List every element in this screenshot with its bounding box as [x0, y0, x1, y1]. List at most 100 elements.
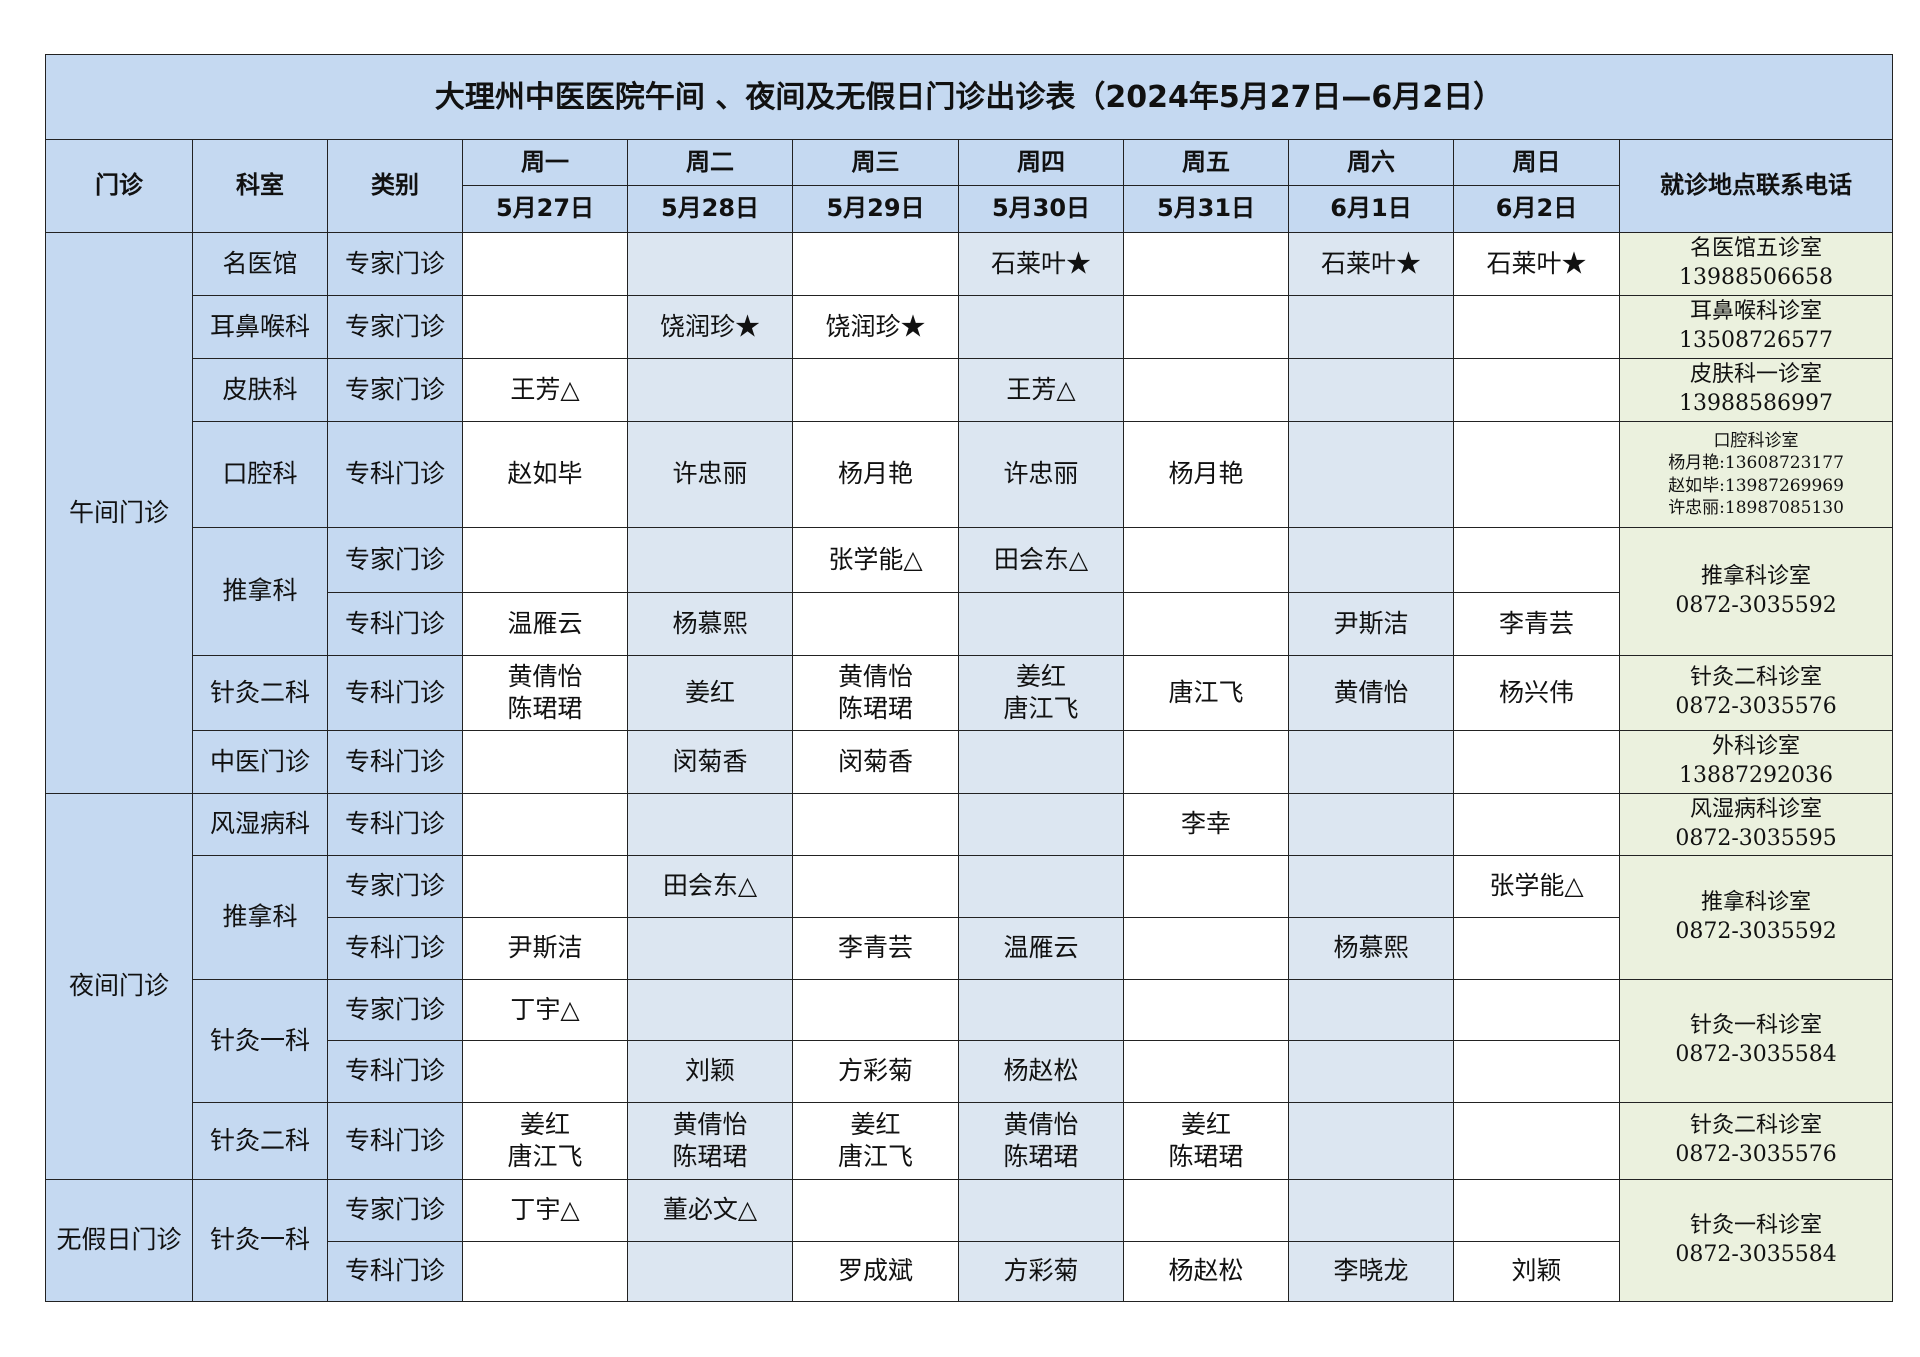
- doctor-cell: 杨赵松: [958, 1040, 1124, 1103]
- doctor-cell: 黄倩怡 陈珺珺: [792, 655, 959, 731]
- doctor-cell: 姜红 唐江飞: [792, 1102, 959, 1180]
- doctor-cell: 许忠丽: [958, 421, 1124, 528]
- doctor-cell: [792, 232, 959, 296]
- doctor-cell: [1453, 527, 1620, 593]
- dept-cell: 中医门诊: [192, 730, 328, 794]
- doctor-cell: [958, 1179, 1124, 1242]
- dept-cell: 口腔科: [192, 421, 328, 528]
- doctor-cell: [792, 979, 959, 1041]
- doctor-cell: [1288, 1102, 1454, 1180]
- table-title: 大理州中医医院午间 、夜间及无假日门诊出诊表（2024年5月27日—6月2日）: [44, 54, 1894, 140]
- table-row: 专科门诊 刘颖 方彩菊 杨赵松: [46, 1040, 1893, 1103]
- contact-cell: 针灸一科诊室 0872-3035584: [1618, 979, 1894, 1103]
- doctor-cell: [1123, 232, 1289, 296]
- doctor-cell: 石莱叶★: [1453, 232, 1620, 296]
- header-date: 5月31日: [1123, 185, 1289, 233]
- doctor-cell: 董必文△: [627, 1179, 793, 1242]
- doctor-cell: [958, 855, 1124, 918]
- doctor-cell: 李青芸: [792, 917, 959, 980]
- doctor-cell: 温雁云: [958, 917, 1124, 980]
- header-weekday: 周一: [462, 139, 628, 186]
- doctor-cell: [958, 979, 1124, 1041]
- type-cell: 专家门诊: [327, 979, 463, 1041]
- doctor-cell: 杨赵松: [1123, 1241, 1289, 1302]
- doctor-cell: 杨月艳: [1123, 421, 1289, 528]
- contact-cell: 推拿科诊室 0872-3035592: [1618, 855, 1894, 980]
- doctor-cell: [462, 1241, 628, 1302]
- doctor-cell: [1453, 1102, 1620, 1180]
- doctor-cell: [462, 1040, 628, 1103]
- doctor-cell: 黄倩怡: [1288, 655, 1454, 731]
- doctor-cell: [1453, 1179, 1620, 1242]
- doctor-cell: 黄倩怡 陈珺珺: [462, 655, 628, 731]
- table-row: 午间门诊 名医馆 专家门诊 石莱叶★ 石莱叶★ 石莱叶★ 名医馆五诊室 1398850665…: [45, 232, 1894, 794]
- doctor-cell: 杨慕熙: [627, 592, 793, 656]
- type-cell: 专家门诊: [327, 855, 463, 918]
- type-cell: 专家门诊: [327, 1179, 463, 1242]
- doctor-cell: 闵菊香: [792, 730, 959, 794]
- doctor-cell: [1123, 592, 1289, 656]
- header-clinic: 门诊: [45, 139, 193, 233]
- doctor-cell: 石莱叶★: [1288, 232, 1454, 296]
- clinic-section-cell: 无假日门诊: [45, 1179, 193, 1302]
- doctor-cell: 刘颖: [627, 1040, 793, 1103]
- doctor-cell: 许忠丽: [627, 421, 793, 528]
- doctor-cell: [792, 358, 959, 422]
- doctor-cell: 黄倩怡 陈珺珺: [958, 1102, 1124, 1180]
- doctor-cell: [627, 979, 793, 1041]
- table-row: 专科门诊 尹斯洁 李青芸 温雁云 杨慕熙: [46, 917, 1893, 980]
- doctor-cell: [627, 232, 793, 296]
- doctor-cell: [792, 592, 959, 656]
- table-row: 推拿科 专家门诊 张学能△ 田会东△ 推拿科诊室 0872-3035592: [46, 527, 1894, 656]
- table-row: 中医门诊 专科门诊 闵菊香 闵菊香 外科诊室 13887292036: [46, 730, 1894, 794]
- doctor-cell: 姜红: [627, 655, 793, 731]
- doctor-cell: 田会东△: [627, 855, 793, 918]
- doctor-cell: 李青芸: [1453, 592, 1620, 656]
- doctor-cell: 赵如毕: [462, 421, 628, 528]
- doctor-cell: 石莱叶★: [958, 232, 1124, 296]
- type-cell: 专科门诊: [327, 730, 463, 794]
- doctor-cell: 丁宇△: [462, 979, 628, 1041]
- contact-cell: 针灸二科诊室 0872-3035576: [1618, 1102, 1894, 1180]
- doctor-cell: [1453, 421, 1620, 528]
- table-row: 推拿科 专家门诊 田会东△ 张学能△ 推拿科诊室 0872-3035592: [46, 855, 1894, 980]
- header-date: 5月30日: [958, 185, 1124, 233]
- doctor-cell: 饶润珍★: [627, 295, 793, 359]
- dept-cell: 风湿病科: [192, 793, 328, 856]
- doctor-cell: [462, 232, 628, 296]
- doctor-cell: 方彩菊: [958, 1241, 1124, 1302]
- doctor-cell: [627, 917, 793, 980]
- header-date: 5月29日: [792, 185, 959, 233]
- clinic-section-cell: 午间门诊: [45, 232, 193, 794]
- doctor-cell: [1288, 1179, 1454, 1242]
- doctor-cell: [627, 527, 793, 593]
- contact-cell: 推拿科诊室 0872-3035592: [1618, 527, 1894, 656]
- table-row: 耳鼻喉科 专家门诊 饶润珍★ 饶润珍★ 耳鼻喉科诊室 13508726577: [46, 295, 1894, 359]
- doctor-cell: [1288, 1040, 1454, 1103]
- dept-cell: 推拿科: [192, 855, 328, 980]
- doctor-cell: [627, 793, 793, 856]
- doctor-cell: [627, 1241, 793, 1302]
- table-row: 专科门诊 罗成斌 方彩菊 杨赵松 李晓龙 刘颖: [46, 1241, 1893, 1302]
- doctor-cell: [1288, 855, 1454, 918]
- dept-cell: 名医馆: [192, 232, 328, 296]
- header-type: 类别: [327, 139, 463, 233]
- doctor-cell: 刘颖: [1453, 1241, 1620, 1302]
- type-cell: 专科门诊: [327, 421, 463, 528]
- dept-cell: 针灸一科: [192, 979, 328, 1103]
- doctor-cell: 姜红 陈珺珺: [1123, 1102, 1289, 1180]
- doctor-cell: 姜红 唐江飞: [462, 1102, 628, 1180]
- doctor-cell: [1453, 917, 1620, 980]
- header-weekday: 周六: [1288, 139, 1454, 186]
- table-row: 针灸二科 专科门诊 黄倩怡 陈珺珺 姜红 黄倩怡 陈珺珺 姜红 唐江飞 唐江飞 黄倩怡 杨兴伟针…: [46, 655, 1894, 731]
- doctor-cell: [462, 855, 628, 918]
- header-weekday: 周日: [1453, 139, 1620, 186]
- doctor-cell: 杨兴伟: [1453, 655, 1620, 731]
- doctor-cell: 姜红 唐江飞: [958, 655, 1124, 731]
- doctor-cell: [1123, 1179, 1289, 1242]
- clinic-section-cell: 夜间门诊: [45, 793, 193, 1180]
- doctor-cell: [1123, 730, 1289, 794]
- doctor-cell: [1288, 527, 1454, 593]
- doctor-cell: 张学能△: [1453, 855, 1620, 918]
- doctor-cell: [1453, 730, 1620, 794]
